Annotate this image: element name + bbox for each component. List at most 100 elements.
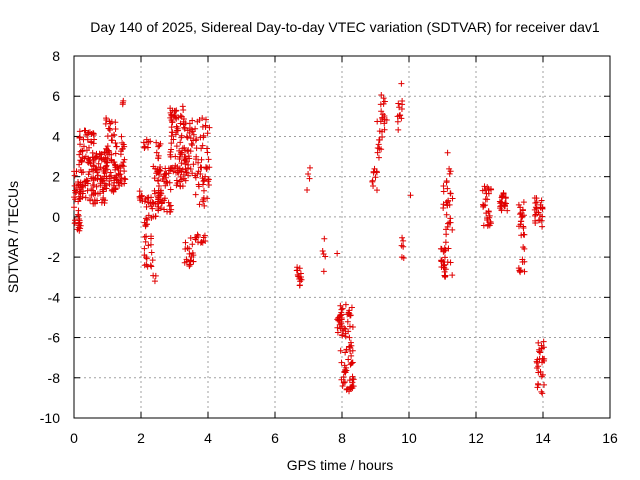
data-point xyxy=(174,179,181,186)
data-point xyxy=(147,262,154,269)
data-point xyxy=(103,166,110,173)
data-point xyxy=(500,189,507,196)
data-point xyxy=(370,183,377,190)
data-point xyxy=(443,179,450,186)
data-point xyxy=(532,217,539,224)
data-point xyxy=(399,234,406,241)
data-point xyxy=(483,190,490,197)
data-point xyxy=(164,208,171,215)
data-point xyxy=(306,164,313,171)
data-point xyxy=(183,258,190,265)
data-point xyxy=(372,174,379,181)
data-point xyxy=(174,169,181,176)
data-point xyxy=(395,126,402,133)
data-point xyxy=(109,186,116,193)
data-point xyxy=(187,166,194,173)
data-point xyxy=(148,249,155,256)
data-point xyxy=(204,195,211,202)
data-point xyxy=(189,241,196,248)
data-point xyxy=(148,235,155,242)
data-point xyxy=(298,276,305,283)
data-point xyxy=(400,237,407,244)
data-point xyxy=(337,302,344,309)
data-point xyxy=(175,114,182,121)
data-point xyxy=(535,381,542,388)
data-point xyxy=(171,107,178,114)
data-point xyxy=(163,178,170,185)
data-point xyxy=(76,151,83,158)
data-point xyxy=(113,176,120,183)
data-point xyxy=(187,135,194,142)
data-point xyxy=(155,168,162,175)
data-point xyxy=(481,183,488,190)
data-point xyxy=(342,301,349,308)
data-point xyxy=(201,177,208,184)
x-tick-label: 0 xyxy=(70,430,78,446)
data-point xyxy=(539,390,546,397)
data-point xyxy=(499,193,506,200)
data-point xyxy=(500,201,507,208)
data-point xyxy=(101,158,108,165)
data-point xyxy=(334,250,341,257)
data-point xyxy=(98,155,105,162)
data-point xyxy=(205,156,212,163)
data-point xyxy=(199,239,206,246)
data-point xyxy=(148,203,155,210)
data-point xyxy=(101,200,108,207)
data-point xyxy=(541,381,548,388)
data-point xyxy=(186,261,193,268)
data-point xyxy=(195,181,202,188)
data-point xyxy=(397,112,404,119)
data-point xyxy=(150,272,157,279)
data-point xyxy=(110,158,117,165)
data-point xyxy=(112,139,119,146)
data-point xyxy=(97,164,104,171)
data-point xyxy=(157,205,164,212)
data-point xyxy=(346,334,353,341)
data-point xyxy=(168,140,175,147)
data-point xyxy=(157,163,164,170)
data-point xyxy=(141,245,148,252)
data-point xyxy=(449,195,456,202)
data-point xyxy=(293,267,300,274)
data-point xyxy=(375,154,382,161)
data-point xyxy=(181,175,188,182)
data-point xyxy=(201,232,208,239)
data-point xyxy=(484,216,491,223)
data-point xyxy=(204,130,211,137)
data-point xyxy=(111,132,118,139)
data-point xyxy=(378,91,385,98)
data-point xyxy=(155,182,162,189)
data-point xyxy=(168,206,175,213)
data-point xyxy=(504,207,511,214)
data-point xyxy=(170,136,177,143)
data-point xyxy=(173,143,180,150)
data-point xyxy=(379,133,386,140)
data-point xyxy=(535,339,542,346)
data-point xyxy=(100,195,107,202)
data-point xyxy=(178,168,185,175)
data-point xyxy=(498,194,505,201)
data-point xyxy=(519,256,526,263)
data-point xyxy=(75,211,82,218)
data-point xyxy=(181,154,188,161)
data-point xyxy=(158,190,165,197)
data-point xyxy=(189,142,196,149)
data-point xyxy=(167,114,174,121)
data-point xyxy=(159,176,166,183)
y-axis: -10 -8 -6 -4 -2 0 2 4 6 8 xyxy=(40,48,610,426)
y-tick-label: -4 xyxy=(48,289,61,305)
data-point xyxy=(103,163,110,170)
data-point xyxy=(178,149,185,156)
data-point xyxy=(444,223,451,230)
data-point xyxy=(196,201,203,208)
data-point xyxy=(147,241,154,248)
data-point xyxy=(177,120,184,127)
y-tick-label: -10 xyxy=(40,410,60,426)
data-point xyxy=(199,115,206,122)
data-point xyxy=(338,318,345,325)
data-point xyxy=(121,180,128,187)
data-point xyxy=(85,155,92,162)
data-point xyxy=(166,202,173,209)
